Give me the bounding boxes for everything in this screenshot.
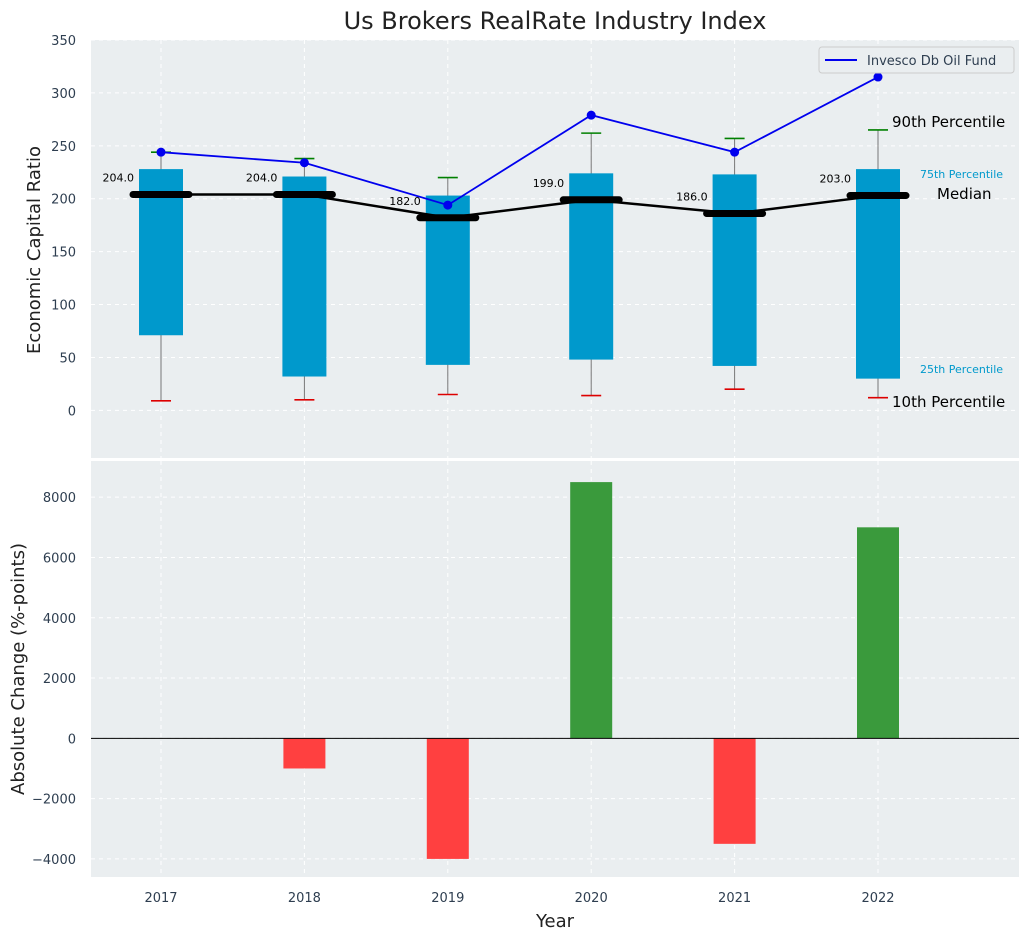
median-value-label: 204.0 xyxy=(246,172,278,185)
bottom-y-ticks: −4000 −2000 0 2000 4000 6000 8000 xyxy=(32,491,76,868)
change-bar xyxy=(713,738,756,844)
median-labels: 204.0 204.0 182.0 199.0 186.0 203.0 xyxy=(103,172,852,208)
annotation-p75: 75th Percentile xyxy=(920,168,1003,181)
percentile-box xyxy=(569,173,614,360)
change-bar xyxy=(857,527,899,739)
top-panel: 0 50 100 150 200 250 300 350 204.0 204.0 182.0 199… xyxy=(24,34,1019,458)
x-tick-label: 2017 xyxy=(144,891,177,906)
median-series xyxy=(129,191,910,222)
x-tick-label: 2018 xyxy=(288,891,321,906)
median-value-label: 199.0 xyxy=(533,177,565,190)
annotation-p10: 10th Percentile xyxy=(892,393,1005,411)
x-tick-label: 2020 xyxy=(575,891,608,906)
percentile-box xyxy=(856,169,900,379)
annotation-median: Median xyxy=(937,185,992,203)
fund-series xyxy=(156,72,883,210)
percentile-boxes xyxy=(139,169,900,379)
change-bar xyxy=(570,482,613,739)
median-value-label: 203.0 xyxy=(820,173,852,186)
median-value-label: 182.0 xyxy=(389,195,421,208)
y-tick-label: −2000 xyxy=(32,793,76,808)
top-y-ticks: 0 50 100 150 200 250 300 350 xyxy=(51,34,76,419)
y-tick-label: 0 xyxy=(68,404,76,419)
fund-point xyxy=(586,110,596,120)
percentile-box xyxy=(425,195,470,365)
change-bar xyxy=(426,738,469,859)
y-tick-label: 6000 xyxy=(43,551,76,566)
fund-line xyxy=(160,76,879,207)
fund-point xyxy=(730,147,740,157)
chart-title: Us Brokers RealRate Industry Index xyxy=(344,7,767,35)
y-tick-label: 250 xyxy=(51,140,76,155)
fund-point xyxy=(299,158,309,168)
y-tick-label: 4000 xyxy=(43,612,76,627)
y-tick-label: 300 xyxy=(51,87,76,102)
percentile-box xyxy=(282,176,327,377)
bottom-panel: −4000 −2000 0 2000 4000 6000 8000 2017 2018 2019… xyxy=(8,461,1019,932)
percentile-box xyxy=(712,174,757,366)
fund-point xyxy=(443,200,453,210)
y-tick-label: 50 xyxy=(59,351,76,366)
y-tick-label: 8000 xyxy=(43,491,76,506)
bottom-y-axis-label: Absolute Change (%-points) xyxy=(8,543,29,795)
y-tick-label: 350 xyxy=(51,34,76,49)
x-tick-label: 2021 xyxy=(718,891,751,906)
y-tick-label: −4000 xyxy=(32,853,76,868)
annotation-p25: 25th Percentile xyxy=(920,363,1003,376)
legend: Invesco Db Oil Fund xyxy=(818,46,1015,74)
fund-point xyxy=(156,147,166,157)
change-bar xyxy=(283,738,326,769)
x-tick-label: 2019 xyxy=(431,891,464,906)
y-tick-label: 0 xyxy=(68,732,76,747)
x-tick-label: 2022 xyxy=(861,891,894,906)
top-y-axis-label: Economic Capital Ratio xyxy=(24,146,45,354)
fund-point xyxy=(873,72,883,82)
median-value-label: 186.0 xyxy=(676,191,708,204)
legend-label: Invesco Db Oil Fund xyxy=(867,54,996,69)
x-ticks: 2017 2018 2019 2020 2021 2022 xyxy=(144,891,894,906)
legend-box xyxy=(818,46,1015,74)
y-tick-label: 150 xyxy=(51,246,76,261)
x-axis-label: Year xyxy=(535,911,575,932)
change-bars xyxy=(283,482,899,859)
y-tick-label: 200 xyxy=(51,193,76,208)
y-tick-label: 2000 xyxy=(43,672,76,687)
annotation-p90: 90th Percentile xyxy=(892,113,1005,131)
y-tick-label: 100 xyxy=(51,299,76,314)
median-value-label: 204.0 xyxy=(103,172,135,185)
